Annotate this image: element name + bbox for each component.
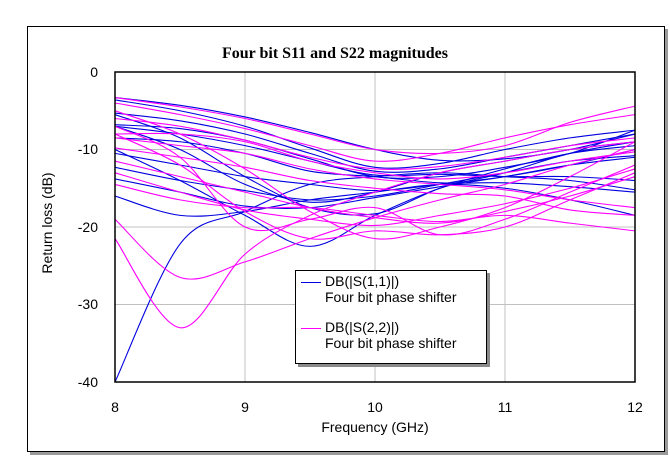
s22-curve — [115, 141, 635, 329]
y-tick-minus-40: -40 — [77, 374, 98, 390]
legend-s22-measure: DB(|S(2,2)|) — [325, 319, 400, 335]
s22-curve — [115, 183, 635, 232]
s11-curve — [115, 156, 635, 209]
plot-border — [114, 71, 636, 383]
s22-curve — [115, 97, 635, 155]
s22-curve — [115, 137, 635, 209]
y-tick-minus-30: -30 — [77, 296, 98, 312]
x-tick-10: 10 — [367, 399, 383, 415]
legend-swatch-s22 — [301, 328, 321, 329]
x-tick-9: 9 — [241, 399, 249, 415]
s22-curve — [115, 117, 635, 170]
s22-curve — [115, 110, 635, 240]
x-tick-11: 11 — [497, 399, 513, 415]
y-tick-minus-10: -10 — [77, 141, 98, 157]
s22-curve — [115, 148, 635, 280]
x-tick-12: 12 — [627, 399, 643, 415]
chart-title: Four bit S11 and S22 magnitudes — [222, 45, 448, 62]
legend-swatch-s11 — [301, 282, 321, 283]
s22-curve — [115, 125, 635, 236]
s11-curve — [115, 125, 635, 182]
legend-label-s11: DB(|S(1,1)|) Four bit phase shifter — [325, 273, 457, 305]
y-tick-minus-20: -20 — [77, 219, 98, 235]
legend-s11-measure: DB(|S(1,1)|) — [325, 273, 400, 289]
s11-curve — [115, 114, 635, 216]
s22-curve — [115, 147, 635, 216]
legend-label-s22: DB(|S(2,2)|) Four bit phase shifter — [325, 319, 457, 351]
data-curves — [115, 97, 635, 382]
s22-curve — [115, 132, 635, 180]
y-axis-label: Return loss (dB) — [39, 172, 55, 274]
x-axis-label: Frequency (GHz) — [321, 419, 429, 435]
s11-curve — [115, 99, 635, 169]
legend: DB(|S(1,1)|) Four bit phase shifter DB(|… — [295, 270, 487, 364]
s22-curve — [115, 102, 635, 162]
y-tick-0: 0 — [90, 64, 98, 80]
s11-curve — [115, 148, 635, 192]
s22-curve — [115, 168, 635, 227]
x-tick-8: 8 — [111, 399, 119, 415]
legend-s22-source: Four bit phase shifter — [325, 335, 457, 351]
legend-s11-source: Four bit phase shifter — [325, 289, 457, 305]
